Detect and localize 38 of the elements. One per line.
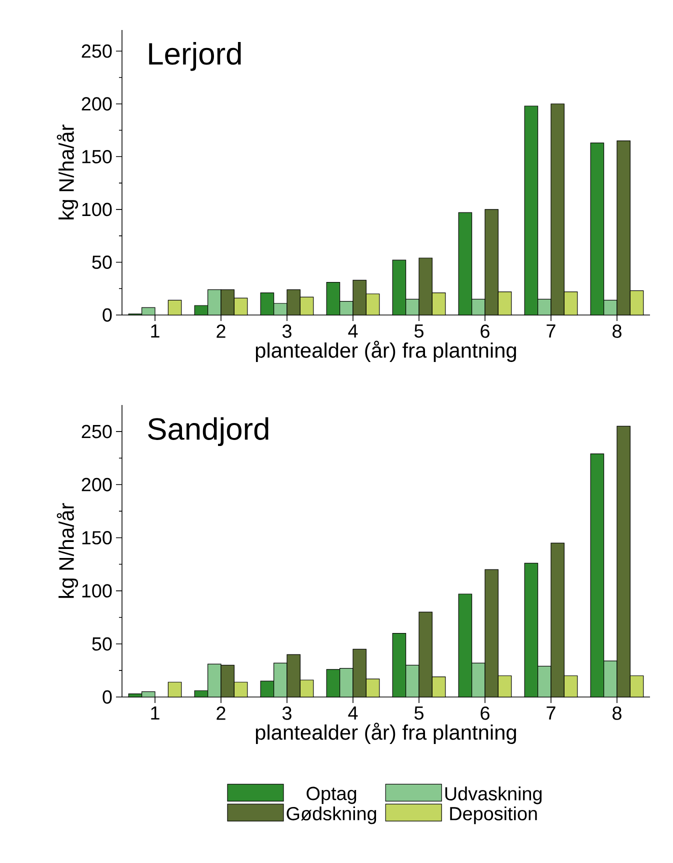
y-tick-label: 100 [82, 202, 112, 216]
x-tick-label: 3 [282, 706, 292, 720]
y-axis-title: kg N/ha/år [56, 124, 78, 220]
y-tick-label: 200 [82, 478, 112, 492]
x-tick-label: 8 [612, 706, 622, 720]
y-tick-label: 100 [82, 584, 112, 598]
y-axis-title: kg N/ha/år [56, 503, 78, 598]
legend-label: Optag [306, 786, 356, 804]
x-tick-label: 5 [414, 324, 424, 338]
y-tick-label: 150 [82, 150, 112, 164]
y-tick-label: 250 [82, 44, 112, 58]
x-tick-label: 8 [612, 324, 622, 338]
x-tick-label: 1 [151, 324, 160, 338]
x-tick-label: 7 [546, 706, 556, 720]
x-axis-title: plantealder (år) fra plantning [256, 340, 516, 362]
y-tick-label: 50 [92, 256, 112, 269]
x-tick-label: 4 [348, 706, 358, 720]
x-tick-label: 5 [414, 706, 424, 720]
y-tick-label: 200 [82, 97, 112, 111]
y-tick-label: 50 [92, 637, 112, 651]
chart-title: Lerjord [149, 42, 241, 71]
chart-title: Sandjord [148, 417, 268, 446]
y-tick-label: 150 [82, 531, 112, 544]
x-tick-label: 1 [151, 706, 160, 720]
legend-label: Udvaskning [445, 786, 542, 804]
y-tick-label: 0 [102, 690, 112, 704]
legend-label: Gødskning [286, 806, 376, 824]
x-tick-label: 2 [216, 706, 226, 720]
x-tick-label: 6 [480, 324, 490, 338]
y-tick-label: 0 [102, 308, 112, 322]
x-tick-label: 3 [282, 324, 292, 338]
x-tick-label: 2 [216, 324, 226, 338]
x-axis-title: plantealder (år) fra plantning [256, 722, 516, 744]
legend-label: Deposition [450, 806, 537, 824]
x-tick-label: 6 [480, 706, 490, 720]
x-tick-label: 4 [348, 324, 358, 338]
x-tick-label: 7 [546, 324, 556, 338]
y-tick-label: 250 [82, 424, 112, 438]
